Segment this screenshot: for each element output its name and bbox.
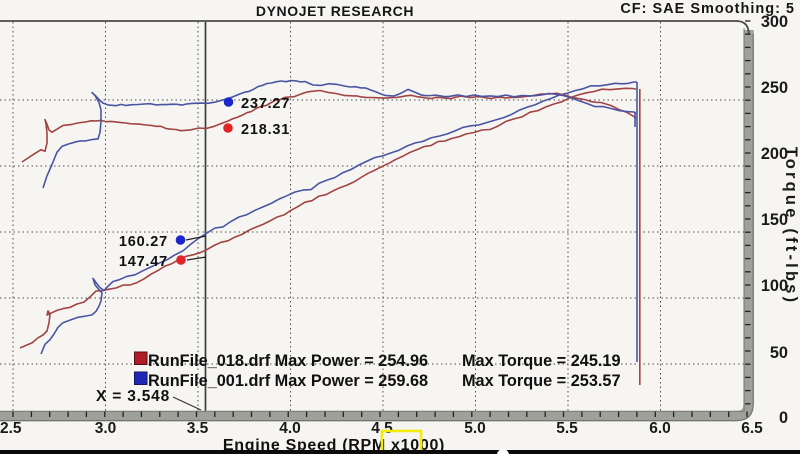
svg-text:Engine Speed (RPM x1000): Engine Speed (RPM x1000) <box>223 437 445 454</box>
svg-text:218.31: 218.31 <box>241 122 290 138</box>
svg-text:4.5: 4.5 <box>371 420 393 437</box>
svg-text:CF: SAE Smoothing: 5: CF: SAE Smoothing: 5 <box>620 1 795 17</box>
svg-text:160.27: 160.27 <box>119 234 168 250</box>
svg-text:250: 250 <box>761 79 788 97</box>
svg-text:RunFile_018.drf Max Power = 25: RunFile_018.drf Max Power = 254.96 Max To… <box>148 352 621 370</box>
svg-text:DYNOJET RESEARCH: DYNOJET RESEARCH <box>256 3 414 19</box>
svg-text:200: 200 <box>761 145 788 163</box>
svg-text:6.5: 6.5 <box>741 420 763 437</box>
svg-text:3.5: 3.5 <box>187 420 209 437</box>
svg-text:X = 3.548: X = 3.548 <box>96 388 170 405</box>
svg-text:100: 100 <box>761 277 788 295</box>
svg-text:3.0: 3.0 <box>95 420 117 437</box>
svg-text:300: 300 <box>761 13 788 31</box>
svg-text:6.0: 6.0 <box>649 420 671 437</box>
svg-text:237.27: 237.27 <box>241 96 290 112</box>
svg-text:4.0: 4.0 <box>279 420 301 437</box>
svg-text:150: 150 <box>761 211 788 229</box>
svg-text:50: 50 <box>770 344 788 362</box>
svg-text:0: 0 <box>779 409 788 427</box>
svg-text:RunFile_001.drf Max Power = 25: RunFile_001.drf Max Power = 259.68 Max To… <box>148 372 621 390</box>
svg-text:2.5: 2.5 <box>0 420 22 437</box>
svg-text:Torque (ft-lbs): Torque (ft-lbs) <box>782 147 800 306</box>
svg-text:147.47: 147.47 <box>119 254 168 270</box>
svg-text:5.5: 5.5 <box>556 420 578 437</box>
svg-text:5.0: 5.0 <box>464 420 486 437</box>
